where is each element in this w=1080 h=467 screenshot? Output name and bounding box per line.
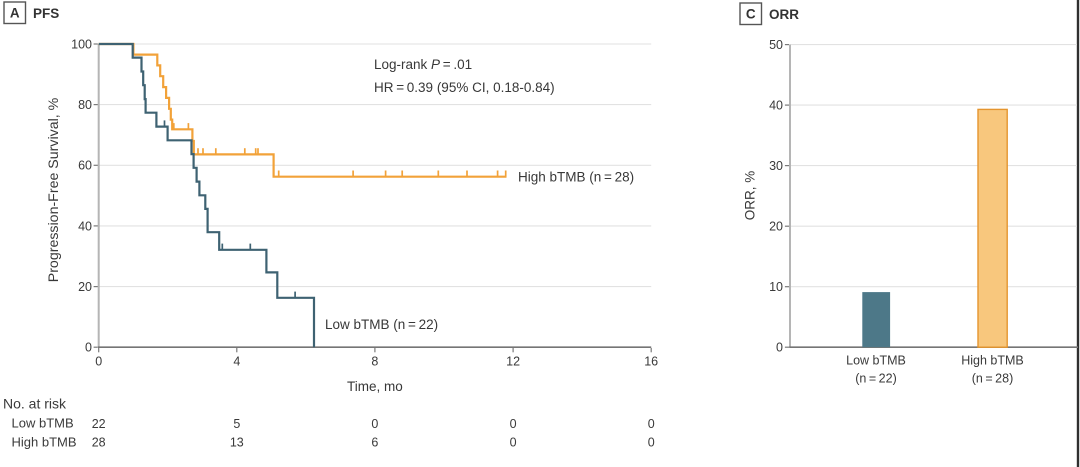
- svg-text:4: 4: [233, 355, 240, 369]
- svg-text:Log-rank P = .01: Log-rank P = .01: [374, 57, 472, 72]
- svg-text:0: 0: [371, 417, 378, 431]
- svg-text:A: A: [10, 6, 20, 21]
- svg-text:80: 80: [78, 98, 92, 112]
- svg-text:13: 13: [230, 436, 244, 450]
- svg-text:0: 0: [510, 417, 517, 431]
- svg-text:C: C: [746, 7, 756, 22]
- svg-text:(n = 22): (n = 22): [855, 372, 897, 386]
- svg-text:20: 20: [78, 280, 92, 294]
- svg-text:High bTMB: High bTMB: [961, 354, 1024, 368]
- svg-text:No. at risk: No. at risk: [3, 396, 67, 412]
- svg-text:HR = 0.39 (95% CI, 0.18-0.84): HR = 0.39 (95% CI, 0.18-0.84): [374, 80, 555, 95]
- svg-text:5: 5: [233, 417, 240, 431]
- svg-text:0: 0: [510, 436, 517, 450]
- svg-text:(n = 28): (n = 28): [972, 372, 1014, 386]
- svg-text:60: 60: [78, 159, 92, 173]
- svg-text:8: 8: [371, 355, 378, 369]
- svg-text:Low bTMB: Low bTMB: [12, 416, 74, 431]
- svg-text:ORR, %: ORR, %: [743, 171, 758, 221]
- svg-text:0: 0: [95, 355, 102, 369]
- svg-text:30: 30: [769, 159, 783, 173]
- svg-text:22: 22: [92, 417, 106, 431]
- svg-text:Time, mo: Time, mo: [347, 379, 403, 394]
- svg-text:Progression-Free Survival, %: Progression-Free Survival, %: [46, 97, 62, 282]
- svg-text:50: 50: [769, 38, 783, 52]
- svg-text:PFS: PFS: [33, 6, 59, 21]
- svg-text:0: 0: [648, 436, 655, 450]
- svg-text:20: 20: [769, 220, 783, 234]
- svg-text:ORR: ORR: [769, 7, 799, 22]
- svg-text:0: 0: [85, 341, 92, 355]
- svg-text:12: 12: [506, 355, 520, 369]
- svg-text:Low bTMB (n = 22): Low bTMB (n = 22): [325, 317, 438, 332]
- svg-text:6: 6: [371, 436, 378, 450]
- svg-text:40: 40: [769, 99, 783, 113]
- svg-text:0: 0: [648, 417, 655, 431]
- svg-text:28: 28: [92, 436, 106, 450]
- svg-text:16: 16: [644, 355, 658, 369]
- svg-text:0: 0: [776, 341, 783, 355]
- svg-text:100: 100: [71, 37, 92, 51]
- svg-text:High bTMB: High bTMB: [12, 434, 77, 449]
- svg-text:10: 10: [769, 280, 783, 294]
- svg-text:High bTMB (n = 28): High bTMB (n = 28): [518, 169, 634, 184]
- svg-text:40: 40: [78, 219, 92, 233]
- svg-text:Low bTMB: Low bTMB: [846, 354, 906, 368]
